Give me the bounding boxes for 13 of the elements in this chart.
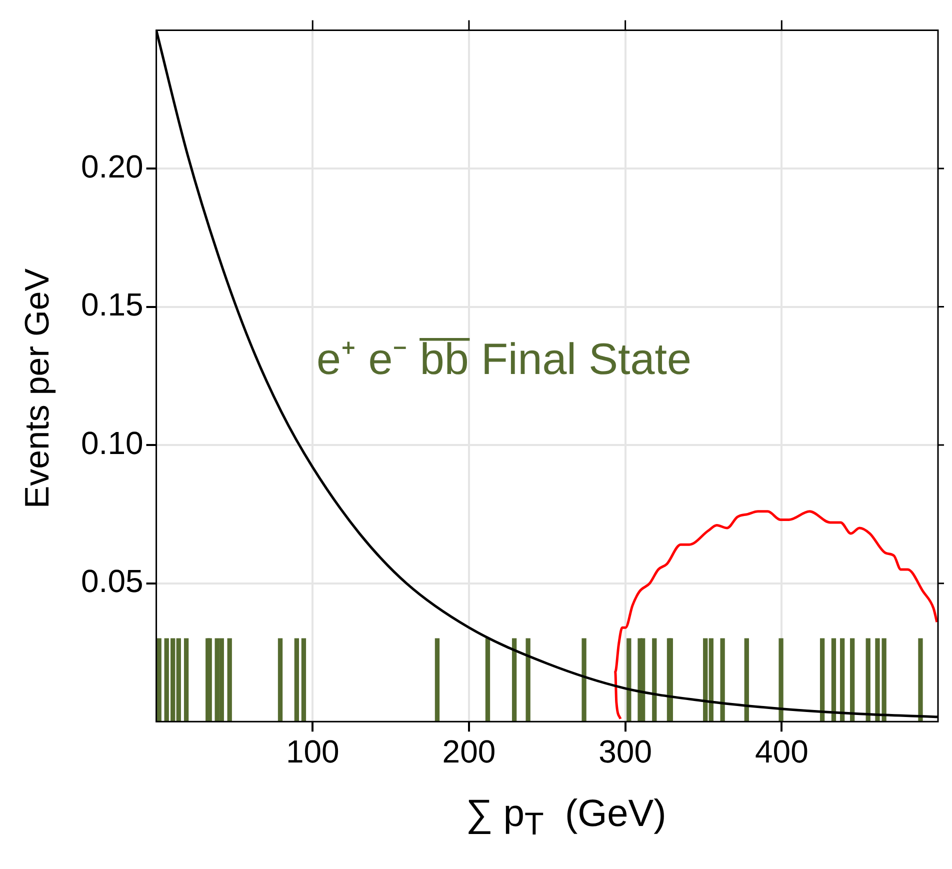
x-tick-label: 100 xyxy=(286,734,340,770)
line-series xyxy=(614,510,938,720)
y-axis-title: Events per GeV xyxy=(18,268,58,508)
x-tick-label: 200 xyxy=(442,734,496,770)
y-tick-label: 0.10 xyxy=(81,424,144,461)
y-tick-label: 0.15 xyxy=(81,286,144,323)
x-tick-label: 300 xyxy=(598,734,652,770)
line-series xyxy=(156,30,938,718)
x-tick-label: 400 xyxy=(754,734,808,770)
annotation: e⁺ e⁻ b̅b̅ Final State xyxy=(316,335,692,384)
y-tick-label: 0.05 xyxy=(81,563,144,600)
x-axis-title: ∑ p$_{T}$ (GeV) xyxy=(464,793,668,843)
y-tick-label: 0.20 xyxy=(81,148,144,184)
